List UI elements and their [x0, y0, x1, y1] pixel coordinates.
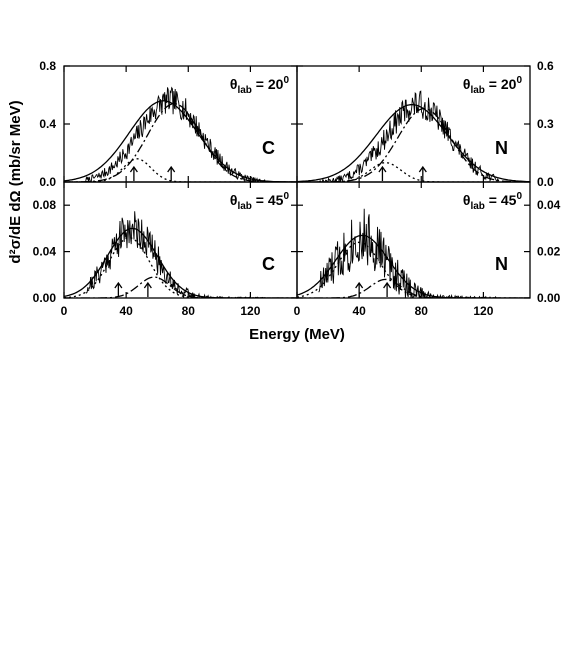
dotted-curve	[64, 158, 297, 182]
x-tick-label: 0	[294, 304, 301, 318]
data-spectrum	[85, 211, 266, 298]
plot-area	[64, 86, 297, 182]
x-tick-label: 0	[61, 304, 68, 318]
nucleus-label: C	[262, 138, 275, 158]
angle-label: θlab = 450	[230, 191, 290, 212]
x-axis-title: Energy (MeV)	[249, 326, 345, 343]
x-tick-label: 120	[473, 304, 493, 318]
dash-dot-curve	[64, 276, 297, 298]
energy-arrow-head	[129, 165, 138, 173]
nucleus-label: C	[262, 254, 275, 274]
y-tick-label: 0.00	[537, 291, 561, 305]
panels-group: 0.0 0.4 0.8 θlab = 200 C 0.0 0.3 0.6 θlab = 200 N…	[33, 59, 561, 318]
plot-area	[297, 90, 530, 182]
y-tick-label: 0.0	[39, 175, 56, 189]
x-tick-label: 80	[415, 304, 429, 318]
x-tick-label: 40	[119, 304, 133, 318]
y-tick-label: 0.00	[33, 291, 57, 305]
nucleus-label: N	[495, 254, 508, 274]
y-tick-label: 0.04	[33, 245, 57, 259]
x-tick-label: 120	[240, 304, 260, 318]
dotted-curve	[297, 241, 530, 298]
data-spectrum	[318, 90, 499, 182]
panel-n45: 0.00 0.02 0.04 0 40 80 120 θlab = 450 N	[294, 181, 561, 318]
x-tick-label: 80	[182, 304, 196, 318]
x-tick-label: 40	[352, 304, 366, 318]
plot-area	[297, 208, 530, 298]
y-tick-label: 0.02	[537, 245, 561, 259]
energy-arrow-head	[383, 281, 392, 289]
plot-area	[64, 211, 297, 298]
y-tick-label: 0.4	[39, 117, 56, 131]
solid-curve	[297, 234, 530, 298]
angle-label: θlab = 200	[463, 75, 523, 96]
y-tick-label: 0.8	[39, 59, 56, 73]
dotted-curve	[297, 162, 530, 182]
dash-dot-curve	[297, 278, 530, 298]
energy-arrow-head	[143, 281, 152, 289]
energy-arrow-head	[114, 281, 123, 289]
angle-label: θlab = 200	[230, 75, 290, 96]
y-axis-title: d²σ/dE dΩ (mb/sr MeV)	[7, 100, 24, 263]
y-tick-label: 0.04	[537, 198, 561, 212]
energy-arrow-head	[378, 165, 387, 173]
energy-arrow-head	[355, 281, 364, 289]
energy-arrow-head	[418, 165, 427, 173]
data-spectrum	[318, 208, 499, 298]
panel-c45: 0.00 0.04 0.08 0 40 80 120 θlab = 450 C	[33, 181, 298, 318]
solid-curve	[64, 100, 297, 182]
panel-n20: 0.0 0.3 0.6 θlab = 200 N	[296, 59, 554, 189]
angle-label: θlab = 450	[463, 191, 523, 212]
solid-curve	[297, 104, 530, 182]
solid-curve	[64, 227, 297, 298]
data-spectrum	[85, 86, 266, 182]
y-tick-label: 0.3	[537, 117, 554, 131]
nucleus-label: N	[495, 138, 508, 158]
y-tick-label: 0.6	[537, 59, 554, 73]
y-tick-label: 0.08	[33, 198, 57, 212]
energy-arrow-head	[167, 165, 176, 173]
panel-c20: 0.0 0.4 0.8 θlab = 200 C	[39, 59, 298, 189]
y-tick-label: 0.0	[537, 175, 554, 189]
